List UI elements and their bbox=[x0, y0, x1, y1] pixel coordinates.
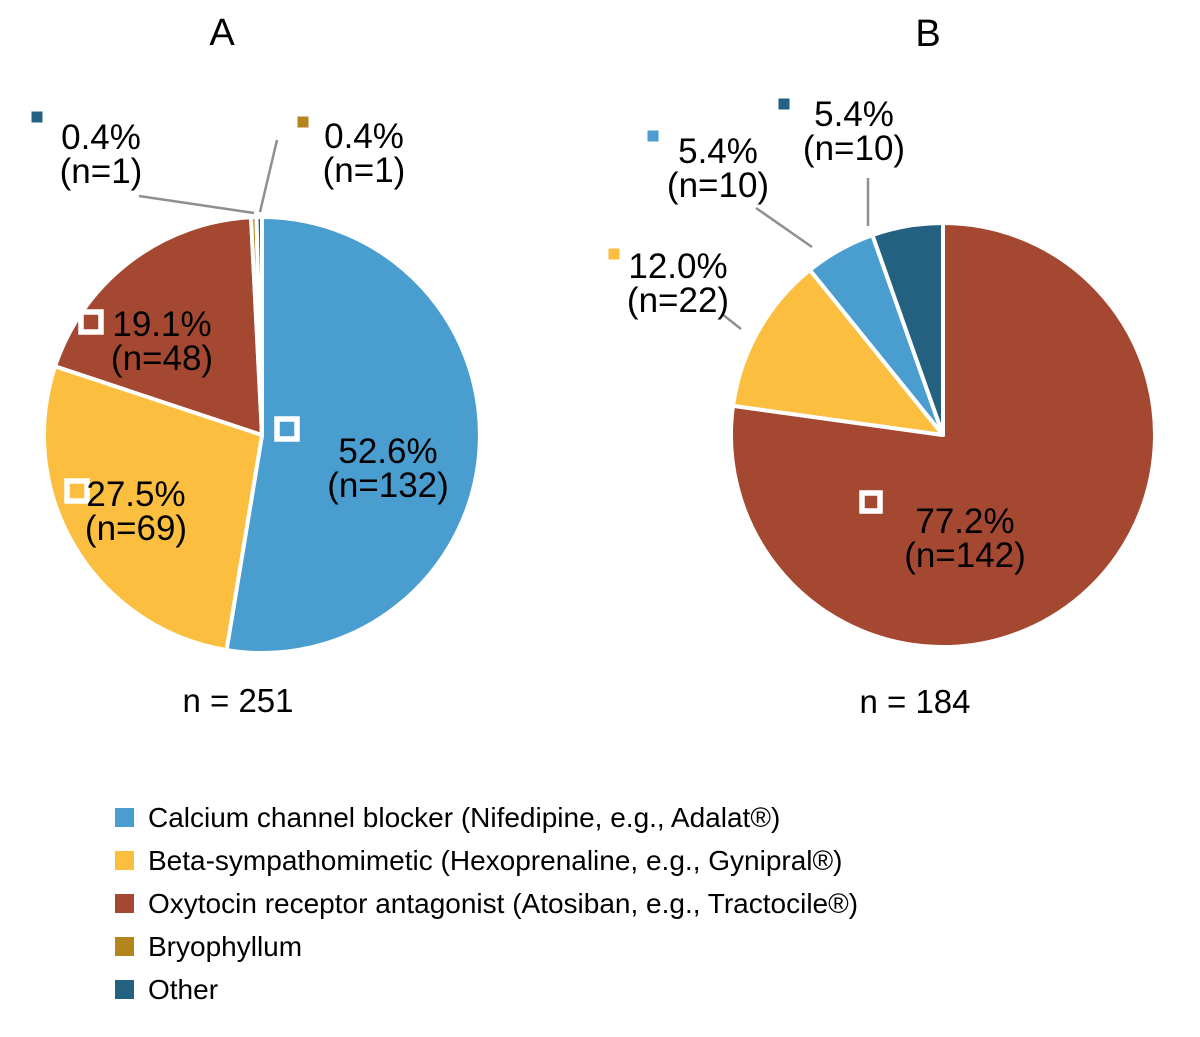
legend-swatch-icon bbox=[115, 808, 134, 827]
panel-a-total: n = 251 bbox=[182, 682, 294, 719]
slice-label: 12.0% (n=22) bbox=[627, 247, 729, 320]
legend-swatch-icon bbox=[115, 894, 134, 913]
legend-label: Oxytocin receptor antagonist (Atosiban, … bbox=[148, 887, 859, 919]
pie-charts-svg: 52.6% (n=132) 27.5% (n=69) 19.1% (n=48) 0.4% (n… bbox=[31, 95, 1157, 655]
slice-marker-icon bbox=[31, 111, 43, 123]
legend-item: Other bbox=[115, 968, 858, 1011]
legend-label: Bryophyllum bbox=[148, 930, 303, 962]
legend-label: Beta-sympathomimetic (Hexoprenaline, e.g… bbox=[148, 844, 843, 876]
slice-marker-icon bbox=[608, 248, 620, 260]
legend-item: Calcium channel blocker (Nifedipine, e.g… bbox=[115, 796, 858, 839]
slice-marker-icon bbox=[297, 116, 309, 128]
panel-b-total: n = 184 bbox=[859, 683, 971, 720]
slice-label: 27.5% (n=69) bbox=[85, 475, 187, 548]
slice-label: 52.6% (n=132) bbox=[327, 432, 449, 505]
pie-slice bbox=[731, 268, 945, 437]
slice-label: 0.4% (n=1) bbox=[323, 117, 406, 190]
pie-slice bbox=[42, 364, 264, 653]
pie-panel-B: 77.2% (n=142) 12.0% (n=22) 5.4% (n=10) 5.4% (n=… bbox=[608, 95, 1157, 649]
slice-label: 0.4% (n=1) bbox=[60, 118, 143, 191]
legend-label: Calcium channel blocker (Nifedipine, e.g… bbox=[148, 801, 781, 833]
legend-label: Other bbox=[148, 973, 219, 1005]
legend-item: Beta-sympathomimetic (Hexoprenaline, e.g… bbox=[115, 839, 858, 882]
legend-item: Oxytocin receptor antagonist (Atosiban, … bbox=[115, 882, 858, 925]
pie-slice bbox=[870, 221, 945, 437]
leader-line bbox=[258, 139, 279, 213]
panel-b-title: B bbox=[915, 13, 941, 55]
panel-a-title: A bbox=[209, 12, 235, 54]
slice-marker-icon bbox=[78, 309, 104, 335]
slice-label: 5.4% (n=10) bbox=[803, 95, 905, 168]
pie-slice bbox=[224, 215, 482, 655]
slice-marker-icon bbox=[64, 478, 90, 504]
leader-line bbox=[755, 206, 813, 249]
slice-marker-icon bbox=[647, 130, 659, 142]
legend-swatch-icon bbox=[115, 851, 134, 870]
legend-swatch-icon bbox=[115, 980, 134, 999]
leader-line bbox=[721, 313, 742, 330]
pie-slice bbox=[53, 215, 264, 437]
pie-panel-A: 52.6% (n=132) 27.5% (n=69) 19.1% (n=48) 0.4% (n… bbox=[31, 111, 482, 655]
legend: Calcium channel blocker (Nifedipine, e.g… bbox=[115, 796, 858, 1011]
legend-item: Bryophyllum bbox=[115, 925, 858, 968]
slice-label: 19.1% (n=48) bbox=[111, 305, 213, 378]
slice-marker-icon bbox=[778, 98, 790, 110]
legend-swatch-icon bbox=[115, 937, 134, 956]
pie-slice bbox=[254, 215, 264, 437]
slice-label: 5.4% (n=10) bbox=[667, 132, 769, 205]
slice-marker-icon bbox=[859, 490, 883, 514]
slice-marker-icon bbox=[274, 416, 300, 442]
slice-label: 77.2% (n=142) bbox=[904, 502, 1026, 575]
leader-line bbox=[138, 194, 255, 215]
